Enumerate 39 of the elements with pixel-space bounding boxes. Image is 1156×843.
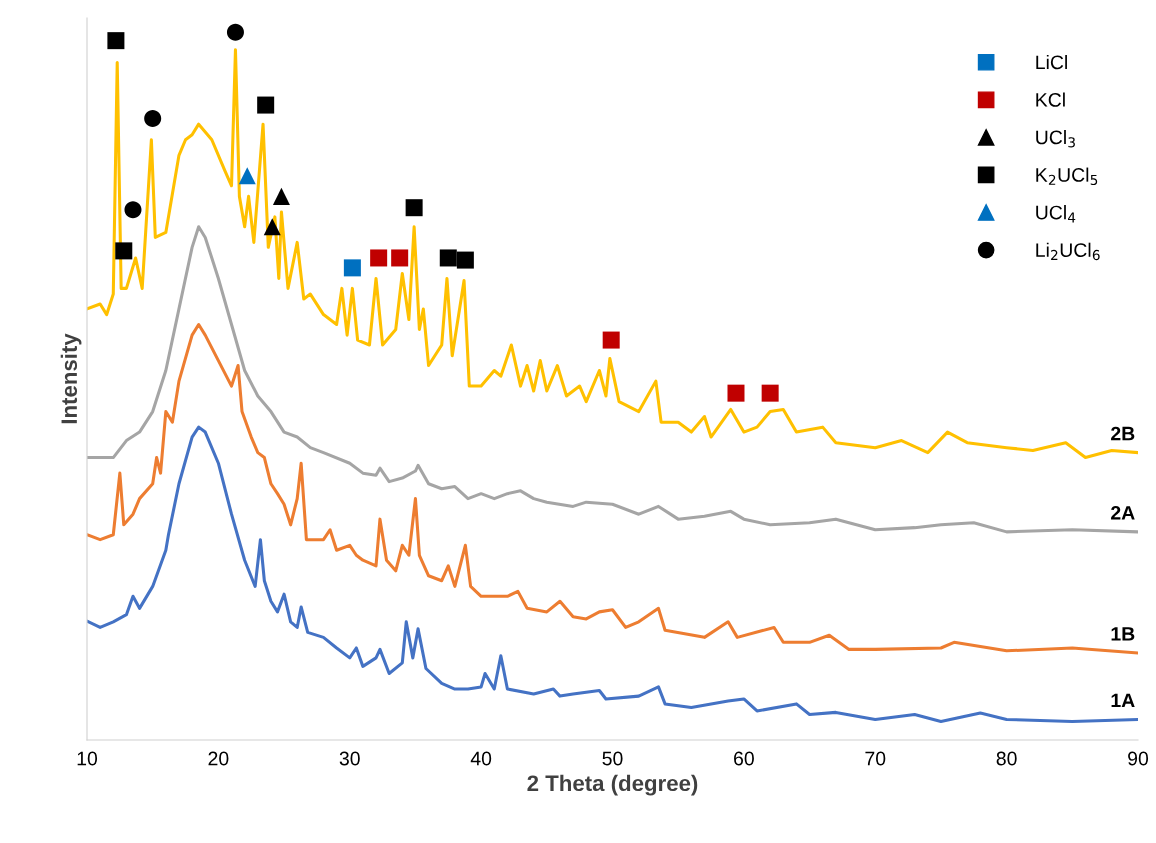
point	[115, 242, 133, 260]
point	[456, 251, 474, 269]
point	[391, 249, 409, 267]
point	[238, 167, 256, 185]
series-label: 1B	[1111, 627, 1135, 641]
series-label: 2A	[1111, 505, 1135, 520]
point	[370, 249, 388, 267]
x-tick-label: 10	[77, 751, 98, 766]
point	[439, 249, 457, 267]
x-tick-label: 20	[208, 751, 229, 766]
x-tick-label: 70	[865, 751, 886, 766]
x-tick-label: 80	[996, 751, 1017, 766]
point	[405, 199, 423, 217]
point	[124, 201, 142, 219]
legend-label: KCl	[1036, 92, 1065, 107]
series-label: 1A	[1111, 693, 1135, 708]
series-label: 2B	[1111, 426, 1135, 441]
legend-label: UCl$_{4}$	[1036, 205, 1076, 223]
point	[602, 331, 620, 349]
x-axis-title: 2 Theta (degree)	[527, 774, 698, 796]
legend-label: UCl$_{3}$	[1036, 129, 1075, 148]
point	[226, 23, 244, 41]
point	[343, 259, 361, 277]
point	[144, 110, 162, 128]
x-tick-label: 60	[734, 751, 754, 766]
legend-label: Li$_{2}$UCl$_{6}$	[1036, 242, 1100, 261]
point	[761, 384, 779, 402]
y-axis-title: Intensity	[60, 333, 82, 424]
point	[263, 218, 281, 236]
legend-label: K$_{2}$UCl$_{5}$	[1036, 167, 1098, 186]
x-tick-label: 30	[339, 751, 360, 766]
x-tick-label: 90	[1128, 751, 1149, 766]
x-tick-label: 50	[602, 751, 623, 766]
point	[257, 96, 275, 114]
point	[727, 384, 745, 402]
x-tick-label: 40	[470, 751, 492, 766]
point	[107, 32, 125, 50]
point	[272, 187, 290, 205]
legend-label: LiCl	[1036, 54, 1067, 70]
